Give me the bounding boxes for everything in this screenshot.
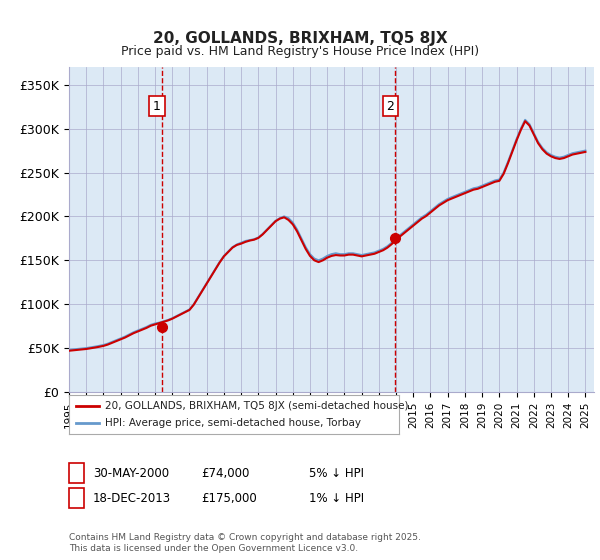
Text: 1: 1: [153, 100, 161, 113]
Text: Price paid vs. HM Land Registry's House Price Index (HPI): Price paid vs. HM Land Registry's House …: [121, 45, 479, 58]
Text: 18-DEC-2013: 18-DEC-2013: [93, 492, 171, 505]
Text: 2: 2: [386, 100, 394, 113]
Text: 30-MAY-2000: 30-MAY-2000: [93, 466, 169, 480]
Text: 5% ↓ HPI: 5% ↓ HPI: [309, 466, 364, 480]
Text: 1% ↓ HPI: 1% ↓ HPI: [309, 492, 364, 505]
Text: 20, GOLLANDS, BRIXHAM, TQ5 8JX (semi-detached house): 20, GOLLANDS, BRIXHAM, TQ5 8JX (semi-det…: [106, 401, 409, 411]
Text: £74,000: £74,000: [201, 466, 250, 480]
Text: HPI: Average price, semi-detached house, Torbay: HPI: Average price, semi-detached house,…: [106, 418, 361, 428]
Text: 20, GOLLANDS, BRIXHAM, TQ5 8JX: 20, GOLLANDS, BRIXHAM, TQ5 8JX: [152, 31, 448, 46]
Text: Contains HM Land Registry data © Crown copyright and database right 2025.
This d: Contains HM Land Registry data © Crown c…: [69, 533, 421, 553]
Text: 2: 2: [73, 492, 80, 505]
Text: 1: 1: [73, 466, 80, 480]
Text: £175,000: £175,000: [201, 492, 257, 505]
